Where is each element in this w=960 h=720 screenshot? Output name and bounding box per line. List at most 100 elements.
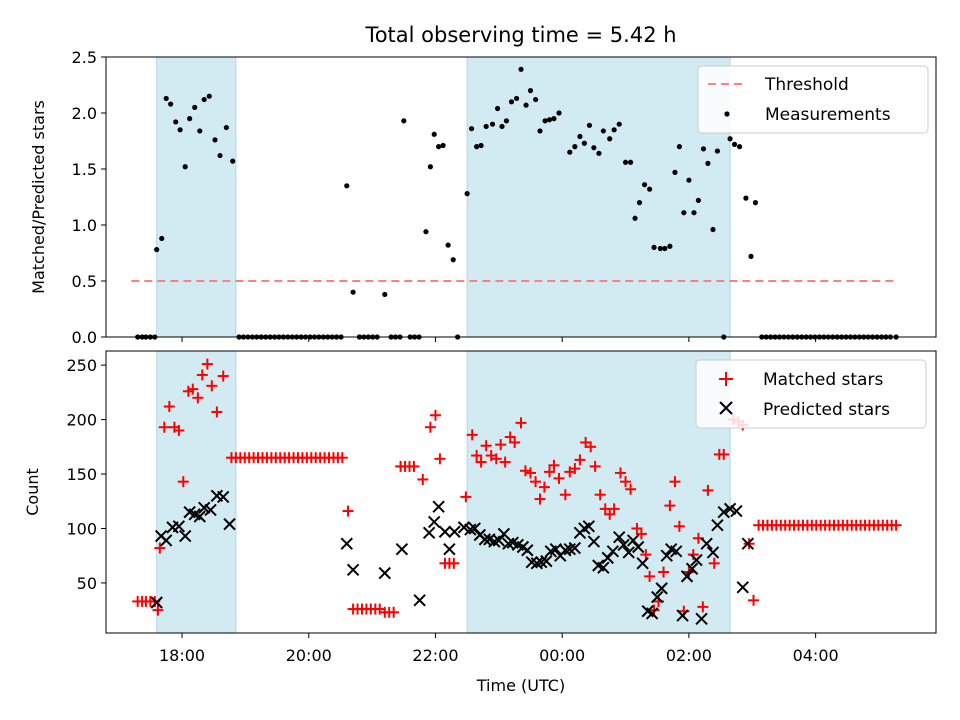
measurement-point [616,121,622,127]
measurement-point [527,88,534,94]
matched-star-marker [408,460,420,472]
x-tick-label: 00:00 [539,646,585,665]
measurement-point [647,186,653,192]
measurement-point [581,140,587,146]
measurement-point [586,122,593,128]
measurement-point [499,123,505,130]
predicted-star-marker [660,549,673,562]
matched-star-marker [388,606,400,618]
measurement-point [201,96,207,103]
predicted-star-marker [617,538,630,552]
measurement-point [705,160,711,166]
ratio-panel-y-label: Matched/Predicted stars [29,100,48,294]
matched-star-marker [708,557,720,569]
predicted-star-marker [488,535,501,548]
predicted-star-marker [432,500,445,513]
predicted-star-marker [632,540,645,554]
matched-star-marker [890,519,902,531]
predicted-star-marker [695,612,708,626]
measurement-point [700,146,707,152]
matched-star-marker [211,406,223,418]
matched-star-marker [201,358,213,370]
predicted-star-marker [680,570,694,583]
measurement-point [542,118,548,124]
observing-window-band-2 [466,56,731,338]
measurement-point [731,141,738,147]
predicted-star-marker [717,505,730,519]
matched-star-marker [152,604,164,616]
matched-star-marker [158,421,170,433]
count-panel-y-tick-label: 50 [77,574,97,593]
predicted-star-marker [622,546,635,559]
legend-predicted-swatch [719,401,733,415]
count-panel-y-label: Count [23,468,42,516]
matched-star-marker [429,409,441,421]
matched-star-marker [460,491,472,503]
count-panel-y-axis: 50 100 150 200 250 [66,356,106,593]
matched-star-marker [669,476,681,488]
measurement-point [197,128,203,134]
measurement-point [628,159,634,165]
ratio-panel-y-tick-label: 2.5 [72,48,97,67]
measurement-point [591,145,597,151]
x-tick-label: 04:00 [793,646,839,665]
matched-star-marker [530,476,542,488]
measurement-point [600,128,606,134]
matched-star-marker [625,483,637,495]
matched-star-marker [515,417,527,429]
count-panel-legend: Matched stars Predicted stars [695,359,927,429]
measurement-point [632,215,638,221]
matched-star-marker [509,436,521,448]
measurement-point [489,121,496,127]
matched-star-marker [574,454,586,466]
measurement-point [672,169,678,175]
matched-star-marker [206,380,218,392]
predicted-star-marker [559,544,572,557]
measurement-point [508,99,515,105]
measurement-point [607,136,613,142]
matched-star-marker [342,505,354,517]
measurement-point [187,116,193,122]
predicted-star-marker [346,563,360,577]
measurement-point [556,110,562,116]
predicted-star-marker [587,535,601,548]
measurement-point [468,126,475,132]
measurement-point [350,289,356,295]
matched-star-marker [490,453,502,465]
measurement-point [427,164,433,170]
ratio-panel-x-ticks [181,337,817,342]
predicted-star-marker [478,533,492,546]
count-panel-y-tick-label: 100 [66,519,97,538]
count-panel-frame [105,350,937,634]
measurement-point [577,133,583,140]
predicted-star-marker [700,537,713,550]
predicted-star-marker [626,534,640,547]
predicted-star-marker [736,581,749,594]
predicted-star-marker [685,562,699,575]
matched-star-marker [664,500,676,512]
predicted-star-marker [597,561,610,574]
predicted-star-marker [217,490,230,504]
ratio-panel-y-tick-label: 1.0 [72,216,97,235]
matched-star-marker [495,439,507,451]
measurement-point [651,244,657,250]
measurement-point [748,253,754,259]
measurement-point [445,242,451,248]
predicted-star-marker [223,517,236,531]
predicted-star-marker [706,546,720,559]
matched-star-marker [417,473,429,485]
predicted-star-marker [422,526,436,540]
measurement-point [714,148,721,154]
predicted-star-marker [606,545,620,558]
predicted-star-marker [464,523,477,536]
measurement-point [518,66,524,72]
matched-star-marker [594,489,606,501]
measurement-point [163,95,169,102]
legend-matched-swatch [719,372,733,386]
measurement-point [681,210,687,216]
measurement-point [182,164,188,170]
matched-star-marker [640,549,652,561]
matched-star-marker [620,476,632,488]
measurement-point [212,137,218,143]
